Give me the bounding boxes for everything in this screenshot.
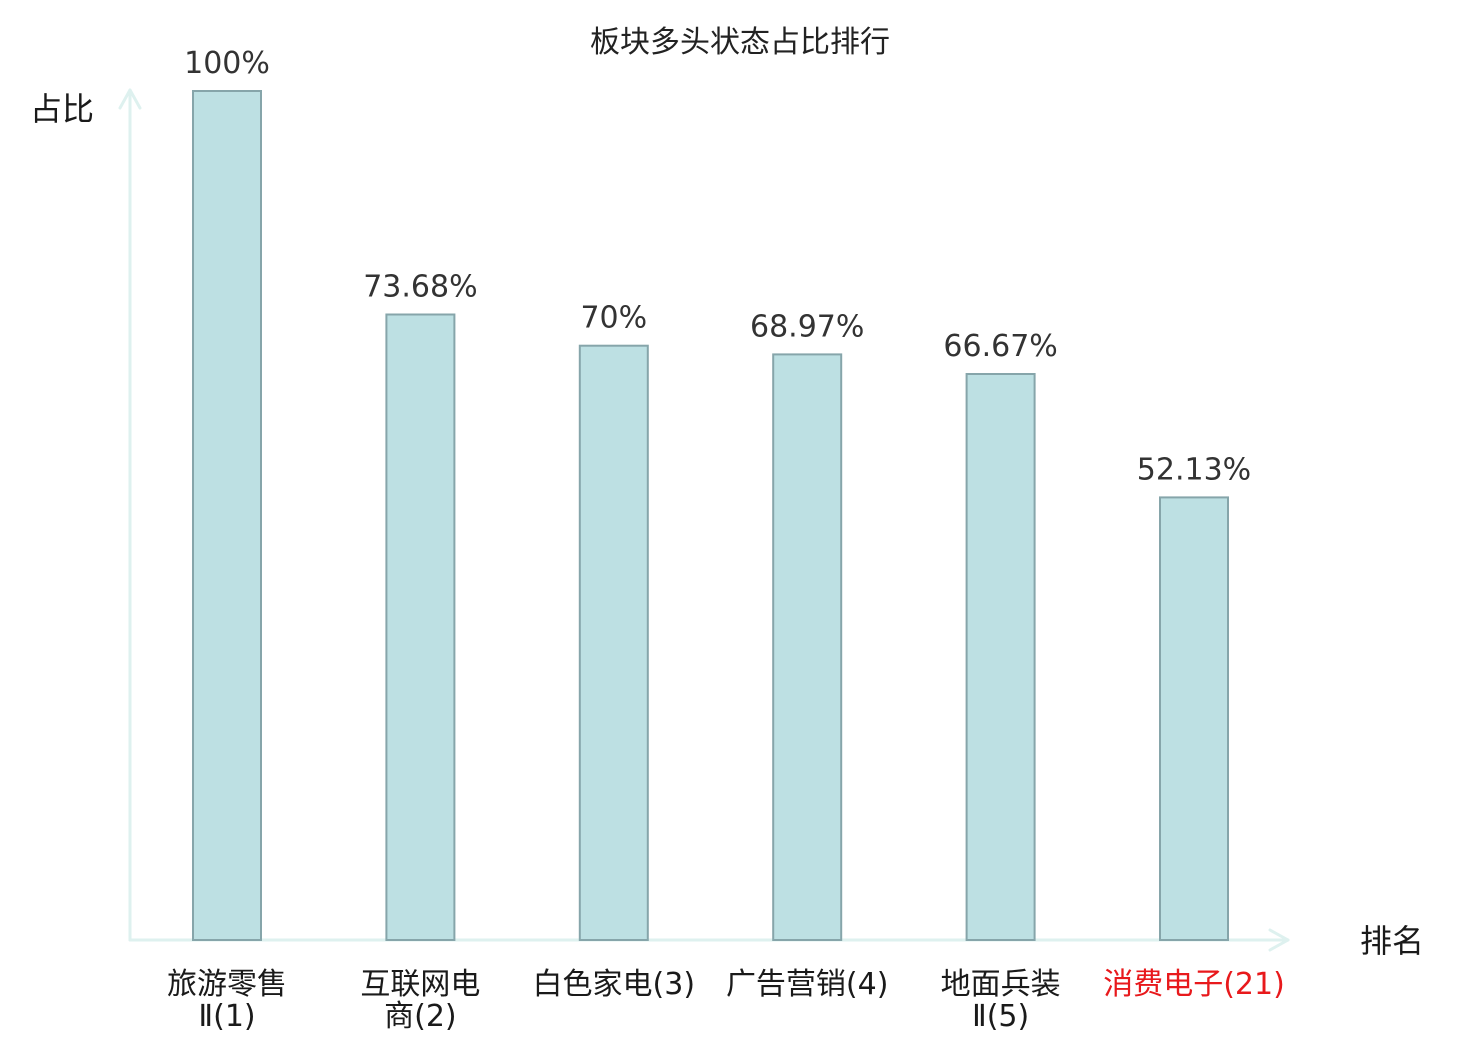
bars [192, 90, 1229, 941]
category-label-1-line-2: Ⅱ(1) [198, 999, 255, 1034]
value-label-5: 66.67% [943, 329, 1057, 364]
bar-5 [965, 373, 1036, 941]
bar-1 [192, 90, 262, 941]
y-axis [118, 88, 142, 942]
bar-2 [385, 313, 456, 941]
bar-6 [1159, 496, 1229, 941]
bar-4 [772, 353, 843, 941]
category-label-5-line-1: 地面兵装 [941, 967, 1061, 1002]
category-label-3: 白色家电(3) [533, 967, 696, 1002]
category-label-2-line-2: 商(2) [384, 999, 457, 1034]
x-axis-label: 排名 [1360, 922, 1424, 960]
value-label-4: 68.97% [750, 309, 864, 344]
x-axis [128, 928, 1290, 952]
category-label-4: 广告营销(4) [726, 967, 889, 1002]
value-label-6: 52.13% [1137, 452, 1251, 487]
category-label-1-line-1: 旅游零售 [167, 967, 287, 1002]
category-label-2-line-1: 互联网电 [360, 967, 480, 1002]
bar-3 [578, 344, 649, 941]
value-label-1: 100% [184, 46, 270, 81]
chart-title: 板块多头状态占比排行 [590, 25, 890, 60]
value-label-2: 73.68% [363, 270, 477, 305]
category-label-6: 消费电子(21) [1103, 967, 1285, 1002]
y-axis-label: 占比 [30, 90, 94, 128]
value-label-3: 70% [580, 301, 647, 336]
value-labels: 100% 73.68% 70% 68.97% 66.67% 52.13% [184, 46, 1251, 487]
category-label-5-line-2: Ⅱ(5) [972, 999, 1029, 1034]
